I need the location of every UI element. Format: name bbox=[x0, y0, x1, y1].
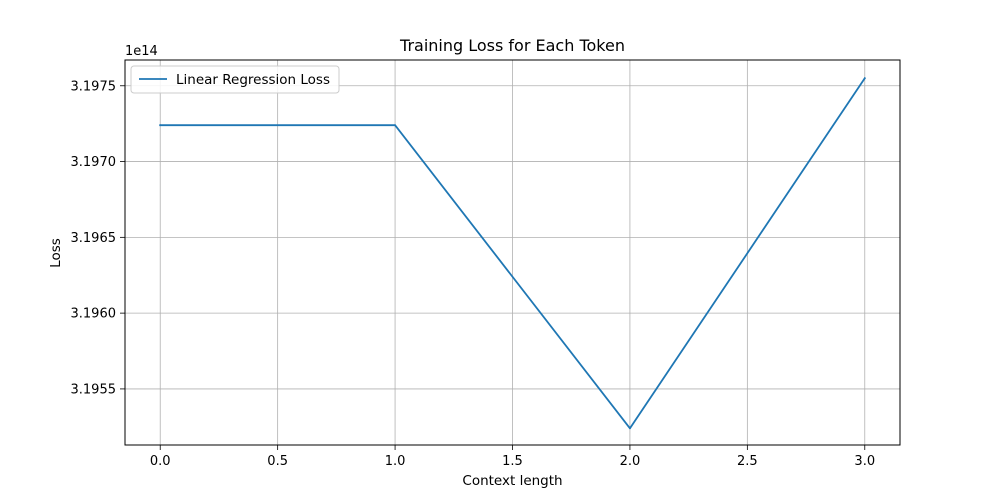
y-tick-label: 3.1975 bbox=[71, 79, 117, 94]
x-axis-label: Context length bbox=[462, 473, 562, 489]
x-tick-label: 0.0 bbox=[150, 454, 171, 469]
x-tick-label: 3.0 bbox=[854, 454, 875, 469]
x-tick-label: 1.0 bbox=[385, 454, 406, 469]
x-tick-label: 2.5 bbox=[737, 454, 758, 469]
x-tick-label: 0.5 bbox=[267, 454, 288, 469]
x-tick-label: 1.5 bbox=[502, 454, 523, 469]
legend: Linear Regression Loss bbox=[130, 65, 340, 94]
series-line bbox=[159, 76, 867, 430]
chart-title: Training Loss for Each Token bbox=[399, 36, 625, 55]
legend-box bbox=[130, 65, 340, 94]
data-point bbox=[629, 427, 631, 430]
legend-label: Linear Regression Loss bbox=[176, 72, 330, 88]
y-axis-label: Loss bbox=[48, 238, 64, 268]
data-point bbox=[394, 124, 396, 127]
axis-ticks: 0.0 0.5 1.0 1.5 2.0 2.5 3.0 3.1955 3.1960 3.1965 3… bbox=[71, 79, 876, 469]
data-point bbox=[159, 124, 162, 127]
series-layer bbox=[159, 76, 867, 430]
y-tick-label: 3.1965 bbox=[71, 231, 117, 246]
data-point bbox=[863, 77, 866, 80]
y-tick-label: 3.1960 bbox=[71, 307, 117, 322]
grid bbox=[125, 60, 900, 445]
y-axis-offset-label: 1e14 bbox=[125, 44, 158, 59]
y-tick-label: 3.1955 bbox=[71, 382, 117, 397]
y-tick-label: 3.1970 bbox=[71, 155, 117, 170]
x-tick-label: 2.0 bbox=[620, 454, 641, 469]
